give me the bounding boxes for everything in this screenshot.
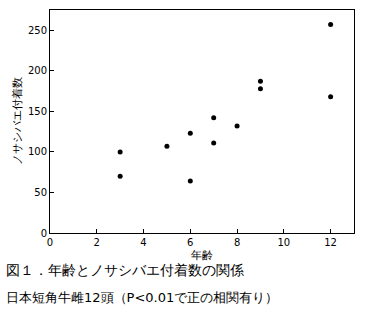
svg-text:ノサシバエ付着数: ノサシバエ付着数 xyxy=(11,78,24,166)
svg-text:100: 100 xyxy=(28,146,47,157)
svg-text:8: 8 xyxy=(234,237,240,248)
svg-text:0: 0 xyxy=(47,237,53,248)
svg-text:0: 0 xyxy=(41,228,47,239)
svg-text:年齢: 年齢 xyxy=(191,249,213,262)
svg-text:日本短角牛雌12頭（P<0.01で正の相関有り）: 日本短角牛雌12頭（P<0.01で正の相関有り） xyxy=(6,290,278,305)
svg-text:6: 6 xyxy=(187,237,193,248)
svg-text:50: 50 xyxy=(34,187,47,198)
svg-text:10: 10 xyxy=(277,237,290,248)
svg-text:150: 150 xyxy=(28,106,47,117)
svg-text:4: 4 xyxy=(140,237,146,248)
svg-text:200: 200 xyxy=(28,65,47,76)
svg-text:12: 12 xyxy=(324,237,337,248)
svg-text:2: 2 xyxy=(94,237,100,248)
svg-text:250: 250 xyxy=(28,25,47,36)
svg-text:図１．年齢とノサシバエ付着数の関係: 図１．年齢とノサシバエ付着数の関係 xyxy=(6,262,244,278)
